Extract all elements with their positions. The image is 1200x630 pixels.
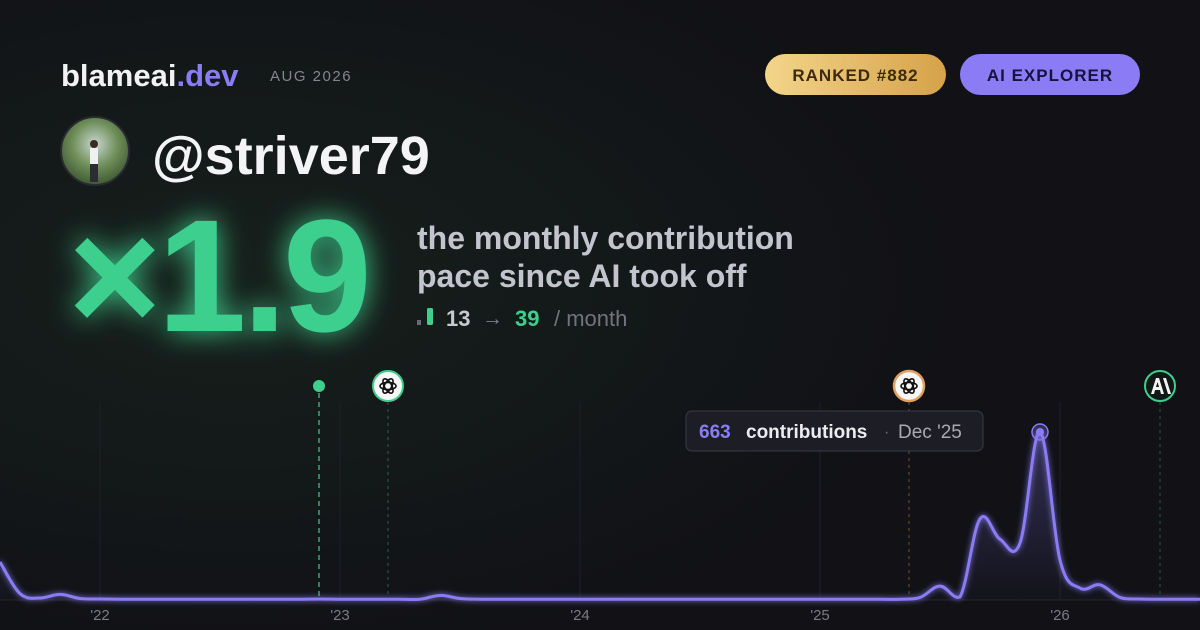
brand-name: blameai	[61, 58, 176, 93]
x-tick-label: '26	[1050, 607, 1070, 624]
tooltip: 663 contributions · Dec '25	[685, 410, 984, 452]
tooltip-separator: ·	[884, 424, 889, 441]
tooltip-value: 663	[699, 422, 731, 443]
tooltip-unit: contributions	[746, 422, 867, 443]
avatar-figure	[90, 140, 98, 148]
badge-text: RANKED #882	[792, 66, 918, 85]
x-tick-label: '24	[570, 607, 590, 624]
date: AUG 2026	[270, 68, 352, 85]
event-icon-glyph	[900, 378, 918, 394]
description: the monthly contribution	[417, 220, 794, 256]
event-icon-glyph	[1151, 378, 1171, 394]
event-icon	[892, 369, 926, 403]
line	[0, 430, 1200, 602]
pace-icon	[417, 320, 421, 325]
tooltip-date: Dec '25	[898, 422, 962, 443]
avatar-figure	[90, 164, 98, 182]
avatar-figure	[90, 148, 98, 164]
brand-suffix: .dev	[176, 58, 239, 93]
avatar	[60, 116, 130, 186]
tooltip-box	[685, 410, 984, 452]
pace-icon	[427, 308, 433, 325]
plot	[0, 423, 1200, 602]
x-tick-label: '22	[90, 607, 110, 624]
description: pace since AI took off	[417, 258, 747, 294]
badge: AI EXPLORER	[960, 54, 1140, 95]
badge-bg	[960, 54, 1140, 95]
username: @striver79	[152, 126, 430, 186]
event-icon-glyph	[379, 378, 397, 394]
x-tick-label: '23	[330, 607, 350, 624]
pace-arrow: →	[482, 307, 503, 330]
highlight-point	[1036, 428, 1044, 436]
multiplier: ×1.9	[68, 186, 368, 365]
x-tick-label: '25	[810, 607, 830, 624]
event-markers	[313, 369, 1176, 600]
badge: RANKED #882	[765, 54, 946, 95]
pace-unit: / month	[554, 306, 627, 331]
badge-bg	[765, 54, 946, 95]
brand: blameai.dev	[61, 58, 239, 93]
pace-before: 13	[446, 306, 470, 331]
badge-text: AI EXPLORER	[987, 66, 1113, 85]
pace-after: 39	[515, 306, 539, 331]
event-dot	[313, 380, 325, 392]
event-icon	[372, 370, 404, 402]
